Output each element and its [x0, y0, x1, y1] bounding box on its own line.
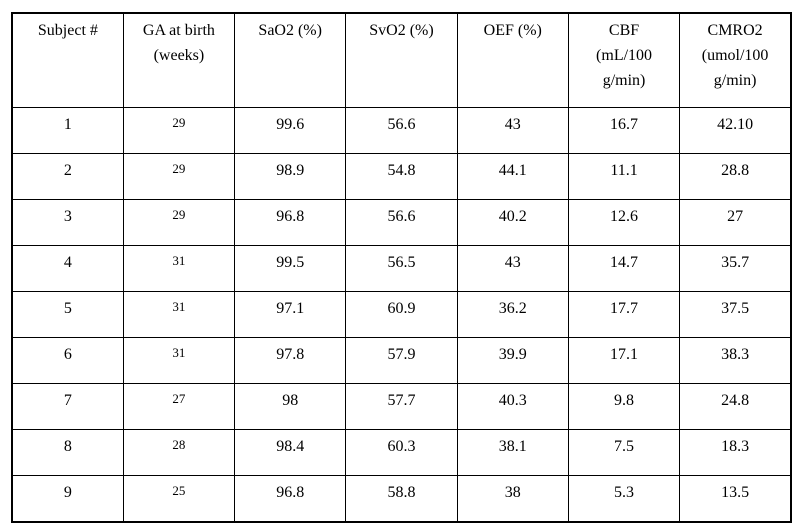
table-cell: 16.7	[567, 107, 681, 154]
table-row: 6 31 97.8 57.9 39.9 17.1 38.3	[11, 337, 792, 384]
table-cell: 6	[11, 337, 124, 384]
table-header: Subject # GA at birth (weeks) SaO2 (%) S…	[11, 12, 792, 108]
table-cell: 9	[11, 475, 124, 523]
table-cell: 97.8	[234, 337, 347, 384]
table-cell: 13.5	[679, 475, 792, 523]
table-cell: 2	[11, 153, 124, 200]
table-cell: 56.6	[345, 107, 458, 154]
table-row: 7 27 98 57.7 40.3 9.8 24.8	[11, 383, 792, 430]
table-cell: 29	[122, 153, 236, 200]
table-cell: 96.8	[234, 475, 347, 523]
table-cell: 54.8	[345, 153, 458, 200]
table-cell: 38.3	[679, 337, 792, 384]
col-header-subject: Subject #	[11, 12, 124, 108]
table-cell: 27	[122, 383, 236, 430]
table-cell: 24.8	[679, 383, 792, 430]
col-header-svo2: SvO2 (%)	[345, 12, 458, 108]
table-cell: 38.1	[456, 429, 569, 476]
table-cell: 60.3	[345, 429, 458, 476]
col-header-oef: OEF (%)	[456, 12, 569, 108]
table-cell: 31	[122, 337, 236, 384]
table-cell: 56.6	[345, 199, 458, 246]
table-row: 9 25 96.8 58.8 38 5.3 13.5	[11, 475, 792, 523]
table-cell: 17.1	[567, 337, 681, 384]
col-header-cbf: CBF (mL/100 g/min)	[567, 12, 681, 108]
table-cell: 57.9	[345, 337, 458, 384]
table-cell: 11.1	[567, 153, 681, 200]
table-cell: 36.2	[456, 291, 569, 338]
table-cell: 28.8	[679, 153, 792, 200]
table-cell: 28	[122, 429, 236, 476]
table-cell: 96.8	[234, 199, 347, 246]
header-row: Subject # GA at birth (weeks) SaO2 (%) S…	[11, 12, 792, 108]
table-cell: 60.9	[345, 291, 458, 338]
table-cell: 7.5	[567, 429, 681, 476]
table-row: 1 29 99.6 56.6 43 16.7 42.10	[11, 107, 792, 154]
table-cell: 3	[11, 199, 124, 246]
table-cell: 43	[456, 107, 569, 154]
table-cell: 8	[11, 429, 124, 476]
table-cell: 40.3	[456, 383, 569, 430]
table-cell: 97.1	[234, 291, 347, 338]
table-row: 8 28 98.4 60.3 38.1 7.5 18.3	[11, 429, 792, 476]
table-cell: 5.3	[567, 475, 681, 523]
col-header-cmro2: CMRO2 (umol/100 g/min)	[679, 12, 792, 108]
table-cell: 58.8	[345, 475, 458, 523]
subjects-table: Subject # GA at birth (weeks) SaO2 (%) S…	[11, 12, 792, 523]
table-cell: 7	[11, 383, 124, 430]
table-cell: 9.8	[567, 383, 681, 430]
table-cell: 35.7	[679, 245, 792, 292]
table-row: 3 29 96.8 56.6 40.2 12.6 27	[11, 199, 792, 246]
table-container: Subject # GA at birth (weeks) SaO2 (%) S…	[11, 12, 792, 523]
table-body: 1 29 99.6 56.6 43 16.7 42.10 2 29 98.9 54.8 44.1 11.…	[11, 107, 792, 523]
table-cell: 98.4	[234, 429, 347, 476]
table-cell: 12.6	[567, 199, 681, 246]
table-cell: 29	[122, 107, 236, 154]
table-cell: 14.7	[567, 245, 681, 292]
table-cell: 5	[11, 291, 124, 338]
table-cell: 44.1	[456, 153, 569, 200]
table-row: 5 31 97.1 60.9 36.2 17.7 37.5	[11, 291, 792, 338]
table-cell: 39.9	[456, 337, 569, 384]
table-cell: 98.9	[234, 153, 347, 200]
table-cell: 99.6	[234, 107, 347, 154]
table-cell: 29	[122, 199, 236, 246]
table-cell: 18.3	[679, 429, 792, 476]
table-cell: 37.5	[679, 291, 792, 338]
table-cell: 38	[456, 475, 569, 523]
table-cell: 31	[122, 291, 236, 338]
col-header-ga: GA at birth (weeks)	[122, 12, 236, 108]
table-cell: 57.7	[345, 383, 458, 430]
table-cell: 98	[234, 383, 347, 430]
table-row: 2 29 98.9 54.8 44.1 11.1 28.8	[11, 153, 792, 200]
table-cell: 27	[679, 199, 792, 246]
table-row: 4 31 99.5 56.5 43 14.7 35.7	[11, 245, 792, 292]
table-cell: 25	[122, 475, 236, 523]
table-cell: 4	[11, 245, 124, 292]
table-cell: 17.7	[567, 291, 681, 338]
table-cell: 1	[11, 107, 124, 154]
table-cell: 43	[456, 245, 569, 292]
table-cell: 42.10	[679, 107, 792, 154]
table-cell: 40.2	[456, 199, 569, 246]
col-header-sao2: SaO2 (%)	[234, 12, 347, 108]
table-cell: 99.5	[234, 245, 347, 292]
table-cell: 31	[122, 245, 236, 292]
table-cell: 56.5	[345, 245, 458, 292]
